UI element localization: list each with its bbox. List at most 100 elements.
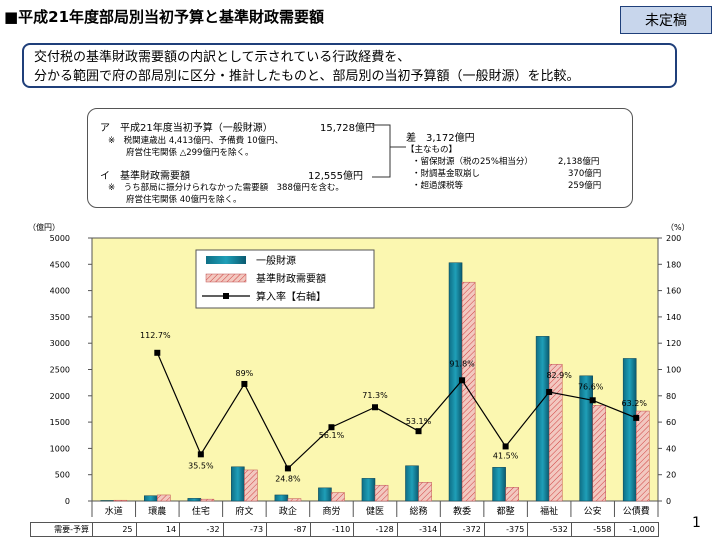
demand-note-2: 府営住宅関係 40億円を除く。: [126, 195, 242, 205]
demand-label: イ 基準財政需要額: [100, 171, 190, 182]
budget-value: 15,728億円: [320, 123, 375, 134]
difference-cell: -372: [440, 522, 485, 537]
rate-data-label: 35.5%: [188, 461, 214, 470]
x-tick-label: 商労: [322, 505, 340, 517]
bar-standard-demand: [331, 492, 345, 502]
x-tick-label: 住宅: [192, 505, 210, 517]
bar-general-revenue: [535, 336, 550, 502]
y-tick-label: 2000: [50, 392, 70, 401]
y2-tick-label: 20: [666, 471, 676, 480]
rate-data-label: 112.7%: [140, 331, 171, 340]
difference-cell: -87: [266, 522, 311, 537]
y2-tick-label: 160: [666, 287, 681, 296]
rate-point: [372, 404, 378, 411]
y-tick-label: 4000: [50, 287, 70, 296]
x-tick-label: 府文: [235, 505, 253, 517]
x-tick-label: 福祉: [540, 505, 558, 517]
y-tick-label: 4500: [50, 260, 70, 269]
y2-axis-title: （%）: [666, 223, 690, 232]
x-tick-label: 都整: [497, 505, 515, 517]
x-tick-label: 教委: [453, 505, 471, 517]
bar-general-revenue: [318, 487, 332, 502]
x-tick-label: 公債費: [623, 505, 650, 517]
item-3-name: ・超過課税等: [412, 181, 464, 191]
difference-cell: -32: [179, 522, 224, 537]
bar-general-revenue: [231, 466, 245, 502]
y2-tick-label: 80: [666, 392, 676, 401]
bar-standard-demand: [157, 494, 171, 502]
rate-point: [154, 349, 161, 356]
rate-point: [633, 414, 640, 421]
y-tick-label: 1000: [50, 444, 70, 453]
rate-data-label: 63.2%: [622, 399, 648, 408]
rate-point: [284, 465, 291, 472]
y2-tick-label: 120: [666, 339, 681, 348]
main-items-label: 【主なもの】: [406, 145, 458, 155]
budget-note-1: ※ 税関連歳出 4,413億円、予備費 10億円、: [108, 136, 284, 146]
bar-general-revenue: [579, 375, 593, 502]
rate-data-label: 41.5%: [493, 451, 519, 460]
x-tick-label: 水道: [105, 505, 123, 517]
legend-swatch-demand: [205, 273, 247, 283]
legend-label-demand: 基準財政需要額: [256, 272, 326, 285]
item-2-value: 370億円: [568, 169, 602, 179]
bar-standard-demand: [200, 498, 215, 502]
bar-standard-demand: [505, 487, 519, 502]
y-tick-label: 2500: [50, 366, 70, 375]
bar-standard-demand: [635, 410, 650, 502]
y-tick-label: 3500: [50, 313, 70, 322]
bar-general-revenue: [187, 498, 202, 502]
difference-cell: -128: [353, 522, 398, 537]
x-tick-label: 公安: [584, 505, 602, 517]
rate-data-label: 53.1%: [406, 417, 432, 426]
difference-cell: -110: [309, 522, 355, 537]
series-line-rate: [156, 352, 637, 470]
summary-line-1: 交付税の基準財政需要額の内訳として示されている行政経費を、: [34, 50, 411, 65]
x-tick-label: 健医: [366, 505, 384, 517]
difference-table: 需要-予算 25 14 -32 -73 -87 -110 -128 -314 -372 -375 -5…: [30, 522, 659, 537]
y-tick-label: 1500: [50, 418, 70, 427]
demand-note-1: ※ うち部局に振分けられなかった需要額 388億円を含む。: [108, 183, 344, 193]
difference-cell: -375: [483, 522, 529, 537]
x-tick-label: 総務: [410, 505, 428, 517]
rate-point: [328, 424, 335, 431]
rate-point: [415, 428, 422, 435]
difference-cell: 25: [92, 522, 137, 537]
bracket-connector: [372, 124, 406, 178]
demand-value: 12,555億円: [308, 171, 363, 182]
page-number: 1: [692, 515, 701, 531]
difference-cell: -532: [527, 522, 572, 537]
rate-point: [546, 388, 553, 395]
page-title: ■平成21年度部局別当初予算と基準財政需要額: [4, 8, 325, 26]
y-tick-label: 3000: [50, 339, 70, 348]
bar-general-revenue: [361, 478, 376, 502]
bar-general-revenue: [143, 495, 158, 502]
difference-cell: -1,000: [614, 522, 659, 537]
plot-area: [91, 237, 659, 502]
rate-data-label: 71.3%: [362, 391, 388, 400]
item-3-value: 259億円: [568, 181, 602, 191]
bar-general-revenue: [274, 494, 289, 502]
summary-line-2: 分かる範囲で府の部局別に区分・推計したものと、部局別の当初予算額（一般財源）を比…: [34, 69, 580, 84]
y2-tick-label: 180: [666, 260, 681, 269]
legend-swatch-general: [206, 256, 246, 264]
y2-tick-label: 0: [666, 497, 671, 506]
x-tick-label: 政企: [279, 505, 297, 517]
bar-standard-demand: [418, 482, 432, 502]
legend-marker-rate: [223, 293, 229, 299]
y-tick-label: 0: [65, 497, 70, 506]
bar-general-revenue: [622, 358, 637, 502]
legend-label-rate: 算入率【右軸】: [256, 290, 326, 303]
y-axis-title: （億円）: [28, 222, 60, 232]
bar-standard-demand: [374, 484, 389, 502]
bar-standard-demand: [287, 498, 302, 502]
summary-box: 交付税の基準財政需要額の内訳として示されている行政経費を、 分かる範囲で府の部局…: [22, 43, 677, 88]
item-1-value: 2,138億円: [558, 157, 600, 167]
x-tick-label: 環農: [148, 505, 166, 517]
budget-note-2: 府営住宅関係 △299億円を除く。: [126, 148, 254, 158]
budget-chart: （億円） （%）050010001500200025003000350040004…: [28, 222, 690, 517]
y-tick-label: 5000: [50, 234, 70, 243]
bar-general-revenue: [405, 465, 419, 502]
info-box: ア 平成21年度当初予算（一般財源） 15,728億円 ※ 税関連歳出 4,41…: [87, 108, 633, 208]
bar-general-revenue: [492, 467, 506, 502]
